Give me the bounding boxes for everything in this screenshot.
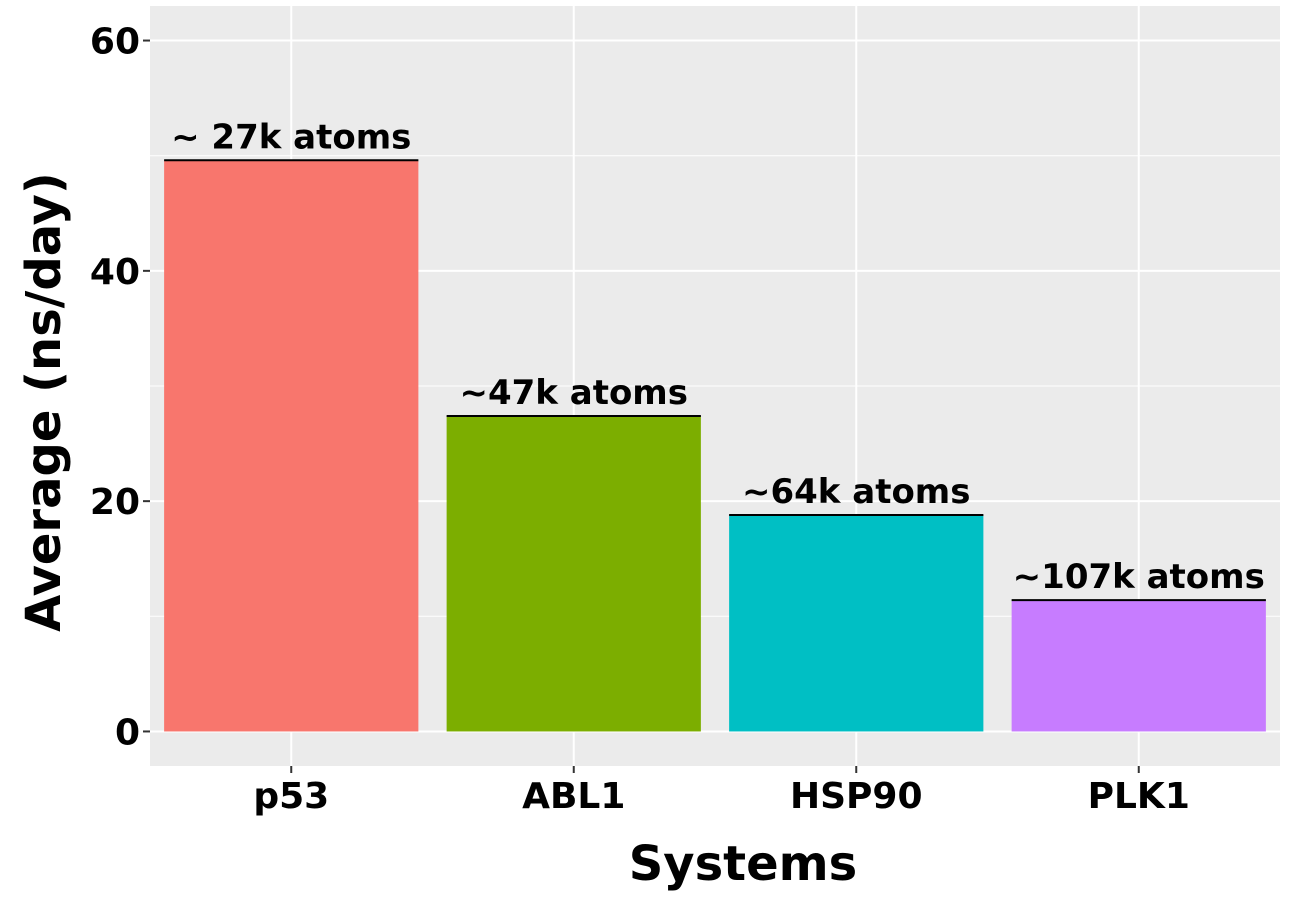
bars: ~ 27k atoms ~47k atoms ~64k atoms ~107k ato… bbox=[164, 117, 1266, 732]
x-tick-label: p53 bbox=[253, 776, 329, 817]
y-tick-label: 60 bbox=[90, 22, 140, 63]
bar-PLK1 bbox=[1011, 600, 1266, 732]
x-tick-label: PLK1 bbox=[1088, 776, 1190, 817]
y-tick-label: 40 bbox=[90, 252, 140, 293]
x-tick-label: ABL1 bbox=[522, 776, 625, 817]
bar-label: ~64k atoms bbox=[742, 472, 970, 512]
bar-label: ~ 27k atoms bbox=[171, 117, 411, 157]
x-axis: p53 ABL1 HSP90 PLK1 bbox=[253, 766, 1190, 817]
x-axis-title: Systems bbox=[629, 836, 858, 892]
y-tick-label: 0 bbox=[115, 712, 140, 753]
x-tick-label: HSP90 bbox=[790, 776, 923, 817]
bar-label: ~107k atoms bbox=[1013, 557, 1265, 597]
bar-label: ~47k atoms bbox=[460, 373, 688, 413]
y-axis-title: Average (ns/day) bbox=[16, 172, 72, 632]
y-tick-label: 20 bbox=[90, 482, 140, 523]
y-axis: 0 20 40 60 bbox=[90, 22, 150, 753]
bar-p53 bbox=[164, 160, 419, 732]
bar-ABL1 bbox=[446, 415, 701, 732]
bar-HSP90 bbox=[729, 514, 984, 732]
